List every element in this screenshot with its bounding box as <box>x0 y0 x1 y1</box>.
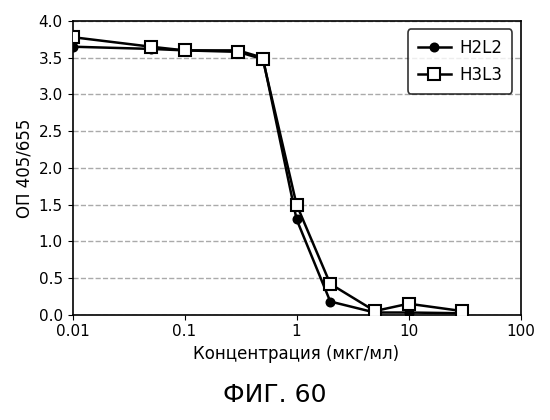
Line: H3L3: H3L3 <box>67 32 468 317</box>
H2L2 <box>405 310 412 315</box>
H3L3 <box>459 309 465 314</box>
H2L2 <box>372 310 378 315</box>
H3L3 <box>69 34 76 39</box>
Line: H2L2: H2L2 <box>68 42 466 318</box>
H2L2 <box>182 48 188 53</box>
H2L2 <box>69 44 76 49</box>
H2L2 <box>459 311 465 316</box>
Legend: H2L2, H3L3: H2L2, H3L3 <box>408 29 512 94</box>
H2L2 <box>327 299 333 304</box>
H2L2 <box>147 46 154 51</box>
H3L3 <box>235 49 241 54</box>
Y-axis label: ОП 405/655: ОП 405/655 <box>15 118 33 218</box>
H3L3 <box>260 57 266 62</box>
H3L3 <box>147 44 154 49</box>
H3L3 <box>327 281 333 286</box>
H3L3 <box>372 309 378 314</box>
H3L3 <box>405 301 412 306</box>
H3L3 <box>293 202 300 207</box>
H3L3 <box>182 48 188 53</box>
H2L2 <box>235 48 241 53</box>
X-axis label: Концентрация (мкг/мл): Концентрация (мкг/мл) <box>194 345 400 363</box>
H2L2 <box>293 217 300 222</box>
Text: ФИГ. 60: ФИГ. 60 <box>223 383 327 407</box>
H2L2 <box>260 55 266 60</box>
